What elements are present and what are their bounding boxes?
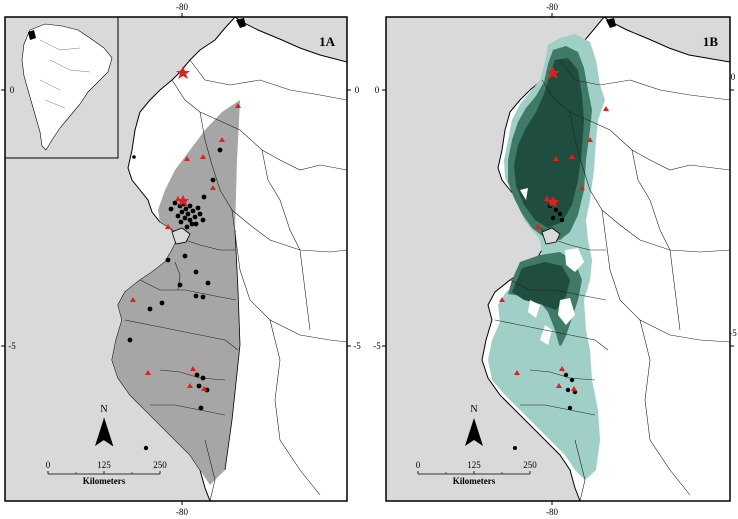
scale-tick-0: 0	[416, 460, 421, 470]
occurrence-points	[127, 147, 223, 451]
north-arrow: N	[465, 404, 483, 446]
unsuitable-patches	[520, 188, 584, 345]
estuary	[541, 227, 561, 245]
red-triangle-markers	[130, 103, 241, 391]
estuary	[171, 227, 191, 245]
tick-right-top: 0	[355, 85, 360, 95]
occurrence-points	[513, 203, 578, 450]
scale-tick-250: 250	[523, 460, 537, 470]
tick-left-bottom: -5	[8, 341, 16, 351]
scale-tick-125: 125	[97, 460, 111, 470]
north-arrow: N	[95, 404, 114, 447]
scale-unit: Kilometers	[83, 476, 126, 486]
tick-right-bottom: -5	[353, 341, 361, 351]
tick-right-top: 0	[731, 72, 736, 82]
suitability-low-detail	[548, 345, 578, 420]
northern-coast-fill	[606, 18, 616, 28]
scale-tick-250: 250	[153, 460, 167, 470]
tick-bottom: -80	[176, 507, 188, 517]
panel-1a-frame	[4, 16, 348, 502]
tick-top: -80	[546, 2, 558, 12]
panel-1b-frame	[385, 16, 731, 502]
red-star-marker	[176, 66, 190, 79]
tick-right-bottom: -5	[729, 328, 737, 338]
tick-left-bottom: -5	[373, 341, 381, 351]
scale-tick-0: 0	[46, 460, 51, 470]
red-triangle-markers	[499, 106, 609, 391]
tick-bottom: -80	[546, 507, 558, 517]
suitability-high-south	[512, 262, 570, 310]
north-arrow-label: N	[100, 404, 107, 415]
range-outline	[224, 229, 241, 471]
admin-boundaries	[494, 59, 730, 501]
scale-unit: Kilometers	[453, 476, 496, 486]
panel-label: 1B	[703, 34, 719, 49]
northern-coast-fill	[236, 18, 246, 28]
scale-tick-125: 125	[467, 460, 481, 470]
scale-bar: 0 125 250 Kilometers	[46, 460, 168, 486]
panel-1b: -80 -80 0 0 -5 -5 1B N 0 125 250 Kilomet…	[373, 2, 737, 517]
tick-top: -80	[176, 2, 188, 12]
tick-left-top: 0	[10, 85, 15, 95]
red-star-marker	[546, 66, 560, 79]
scale-bar: 0 125 250 Kilometers	[416, 460, 538, 486]
red-star-marker-2	[177, 195, 189, 206]
south-america-inset	[4, 16, 119, 159]
north-arrow-label: N	[470, 404, 477, 415]
panel-1a: -80 -80 0 0 -5 -5 1A N 0 125 250 Kilomet…	[1, 2, 361, 517]
suitability-high	[514, 58, 584, 228]
tick-left-top: 0	[375, 85, 380, 95]
panel-label: 1A	[319, 34, 336, 49]
red-star-marker-2	[547, 196, 559, 207]
